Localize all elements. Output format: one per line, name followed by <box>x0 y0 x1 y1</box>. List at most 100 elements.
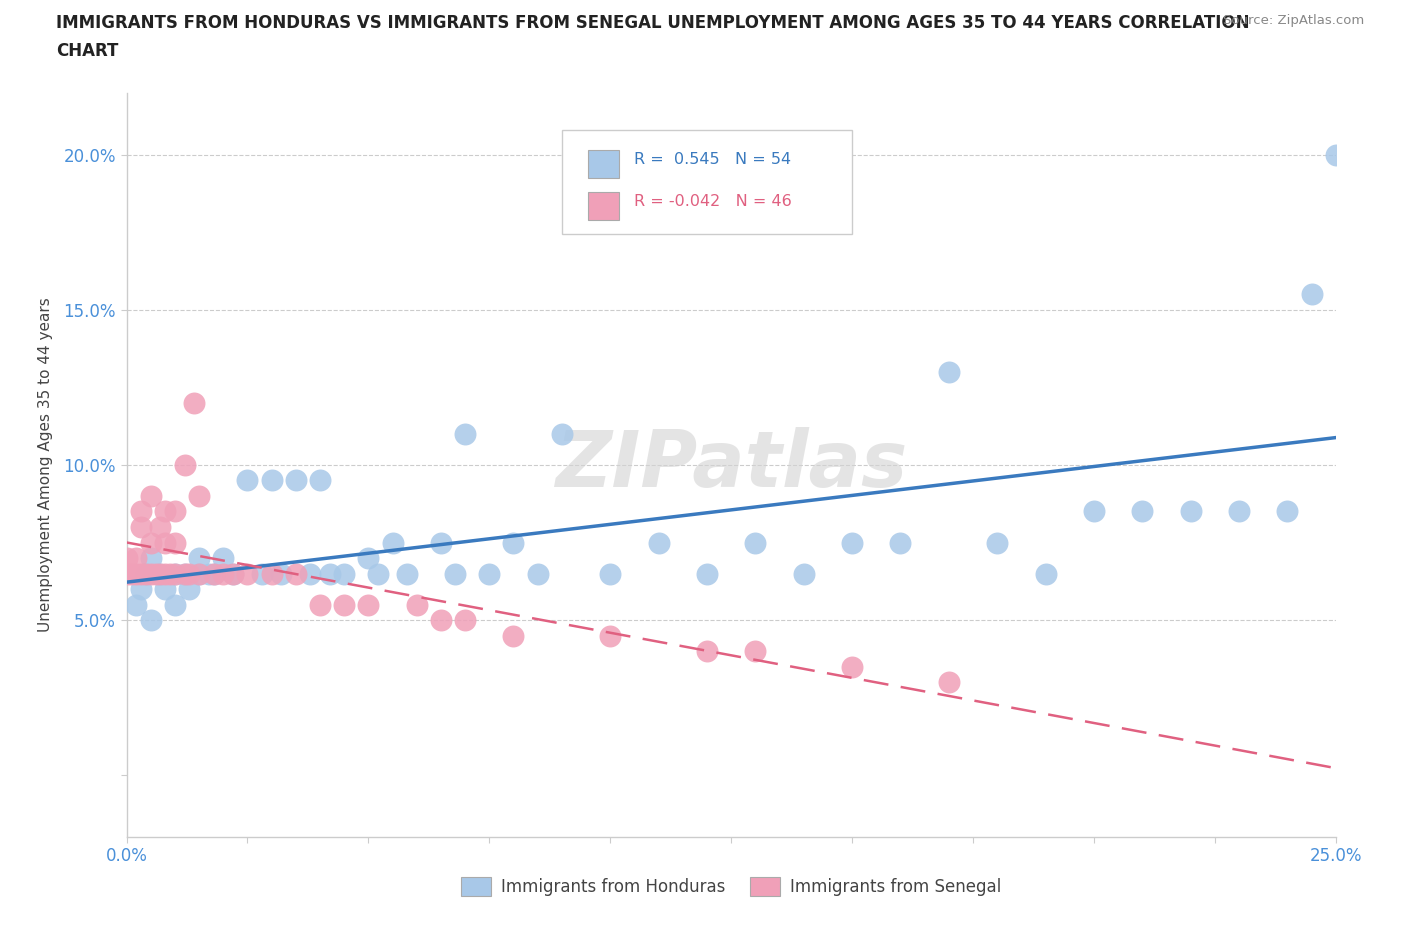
Point <box>309 473 332 488</box>
Point <box>139 535 162 550</box>
Point <box>163 597 186 612</box>
Point <box>212 551 235 565</box>
Point <box>396 566 419 581</box>
Point <box>145 566 167 581</box>
Point <box>1180 504 1202 519</box>
Point <box>163 535 186 550</box>
Point <box>222 566 245 581</box>
Point <box>125 597 148 612</box>
Point <box>129 520 152 535</box>
Point <box>115 566 138 581</box>
Point <box>212 566 235 581</box>
Point <box>173 566 195 581</box>
Point <box>260 566 283 581</box>
Point <box>357 551 380 565</box>
Point <box>155 581 177 596</box>
Point <box>163 504 186 519</box>
Point <box>202 566 225 581</box>
Point <box>744 535 766 550</box>
Point <box>179 581 201 596</box>
Point <box>139 551 162 565</box>
Point <box>129 504 152 519</box>
Point <box>284 473 307 488</box>
Point <box>986 535 1008 550</box>
Point <box>236 566 259 581</box>
Point <box>129 566 152 581</box>
Point <box>188 551 211 565</box>
Point <box>647 535 669 550</box>
Point <box>478 566 501 581</box>
Point <box>841 535 863 550</box>
Point <box>333 566 356 581</box>
Point <box>125 551 148 565</box>
Point <box>149 566 172 581</box>
Point <box>430 613 453 628</box>
Point <box>125 566 148 581</box>
Point <box>188 566 211 581</box>
Point <box>163 566 186 581</box>
Point <box>526 566 548 581</box>
Point <box>454 427 477 442</box>
Point <box>179 566 201 581</box>
Point <box>135 566 157 581</box>
Point <box>202 566 225 581</box>
Point <box>333 597 356 612</box>
Point <box>367 566 389 581</box>
Point <box>938 365 960 379</box>
Point <box>159 566 181 581</box>
Point <box>889 535 911 550</box>
Point <box>139 566 162 581</box>
Point <box>155 566 177 581</box>
Point <box>502 535 524 550</box>
Point <box>250 566 273 581</box>
Point <box>309 597 332 612</box>
Point <box>163 566 186 581</box>
Point <box>357 597 380 612</box>
Text: R = -0.042   N = 46: R = -0.042 N = 46 <box>634 194 792 209</box>
Point <box>938 674 960 689</box>
Point <box>793 566 815 581</box>
Point <box>696 644 718 658</box>
Point <box>502 628 524 643</box>
Point <box>236 473 259 488</box>
Point <box>139 488 162 503</box>
Legend: Immigrants from Honduras, Immigrants from Senegal: Immigrants from Honduras, Immigrants fro… <box>454 870 1008 903</box>
Point <box>139 613 162 628</box>
Point <box>173 566 195 581</box>
Text: CHART: CHART <box>56 42 118 60</box>
Point <box>551 427 574 442</box>
Point <box>188 488 211 503</box>
Point <box>599 628 621 643</box>
Point <box>1324 148 1347 163</box>
Text: Source: ZipAtlas.com: Source: ZipAtlas.com <box>1223 14 1364 27</box>
Bar <box>589 151 619 179</box>
Point <box>1227 504 1250 519</box>
Text: IMMIGRANTS FROM HONDURAS VS IMMIGRANTS FROM SENEGAL UNEMPLOYMENT AMONG AGES 35 T: IMMIGRANTS FROM HONDURAS VS IMMIGRANTS F… <box>56 14 1250 32</box>
Point <box>120 566 142 581</box>
Point <box>188 566 211 581</box>
Point <box>1277 504 1299 519</box>
Point <box>744 644 766 658</box>
Point <box>1035 566 1057 581</box>
Text: ZIPatlas: ZIPatlas <box>555 427 907 503</box>
Point <box>222 566 245 581</box>
Y-axis label: Unemployment Among Ages 35 to 44 years: Unemployment Among Ages 35 to 44 years <box>38 298 52 632</box>
Point <box>599 566 621 581</box>
Point <box>1130 504 1153 519</box>
Point <box>149 566 172 581</box>
Point <box>149 520 172 535</box>
Point <box>405 597 427 612</box>
Point <box>444 566 467 581</box>
Point <box>284 566 307 581</box>
Point <box>173 458 195 472</box>
FancyBboxPatch shape <box>562 130 852 234</box>
Point <box>696 566 718 581</box>
Bar <box>589 193 619 220</box>
Point <box>129 581 152 596</box>
Point <box>318 566 340 581</box>
Point <box>155 535 177 550</box>
Point <box>183 395 205 410</box>
Point <box>430 535 453 550</box>
Point <box>260 473 283 488</box>
Point <box>299 566 322 581</box>
